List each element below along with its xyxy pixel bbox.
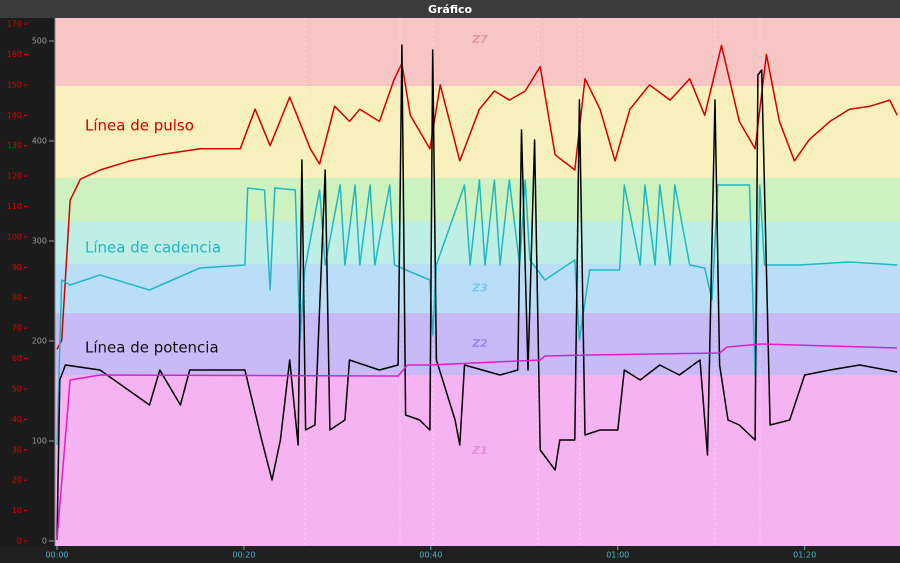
y-tick-label: 90	[12, 263, 22, 272]
y-tick-label: 10	[12, 506, 22, 515]
y-tick-label: 130	[7, 141, 22, 150]
y2-tick-label: 100	[32, 437, 47, 446]
series-line	[56, 179, 898, 446]
title-bar	[0, 0, 900, 18]
zone-label: Z7	[471, 33, 488, 46]
series-label: Línea de potencia	[85, 339, 219, 357]
axis-panel	[0, 18, 55, 546]
zone-band	[55, 375, 900, 546]
zone-label: Z3	[471, 282, 488, 295]
y-tick-label: 50	[12, 384, 22, 393]
lines: Línea de pulso Línea de cadencia Línea de …	[56, 44, 898, 541]
y-tick-label: 60	[12, 354, 22, 363]
x-tick-label: 01:20	[793, 551, 816, 560]
zone-label: Z1	[471, 444, 488, 457]
series-label: Línea de pulso	[85, 117, 194, 135]
axes: 0 10 20 30 40 50 60 70 80 90 100 110 120 130 140 150 160…	[0, 18, 816, 560]
chart-title: Gráfico	[428, 3, 473, 16]
y2-tick-label: 200	[32, 337, 47, 346]
x-tick-label: 00:20	[232, 551, 255, 560]
y2-tick-label: 0	[42, 537, 47, 546]
y-tick-label: 170	[7, 20, 22, 29]
y-tick-label: 80	[12, 293, 22, 302]
series-line	[56, 44, 898, 541]
zone-band	[55, 86, 900, 178]
y-tick-label: 70	[12, 324, 22, 333]
zone-band	[55, 264, 900, 313]
zone-band	[55, 18, 900, 86]
x-tick-label: 01:00	[606, 551, 629, 560]
y-tick-label: 120	[7, 172, 22, 181]
y-tick-label: 100	[7, 232, 22, 241]
x-tick-label: 00:40	[419, 551, 442, 560]
y-tick-label: 20	[12, 476, 22, 485]
y2-tick-label: 500	[32, 37, 47, 46]
y-tick-label: 110	[7, 202, 22, 211]
zones: Z1 Z2 Z3 Z7	[55, 18, 900, 546]
y-tick-label: 40	[12, 415, 22, 424]
y-tick-label: 30	[12, 445, 22, 454]
x-tick-label: 00:00	[45, 551, 68, 560]
series-label: Línea de cadencia	[85, 239, 221, 257]
zone-label: Z2	[471, 337, 488, 350]
series-line	[56, 343, 898, 541]
y2-tick-label: 400	[32, 137, 47, 146]
y-tick-label: 160	[7, 50, 22, 59]
y-tick-label: 0	[17, 537, 22, 546]
x-axis-bar	[0, 546, 900, 563]
y-tick-label: 150	[7, 80, 22, 89]
y-tick-label: 140	[7, 111, 22, 120]
y2-tick-label: 300	[32, 237, 47, 246]
